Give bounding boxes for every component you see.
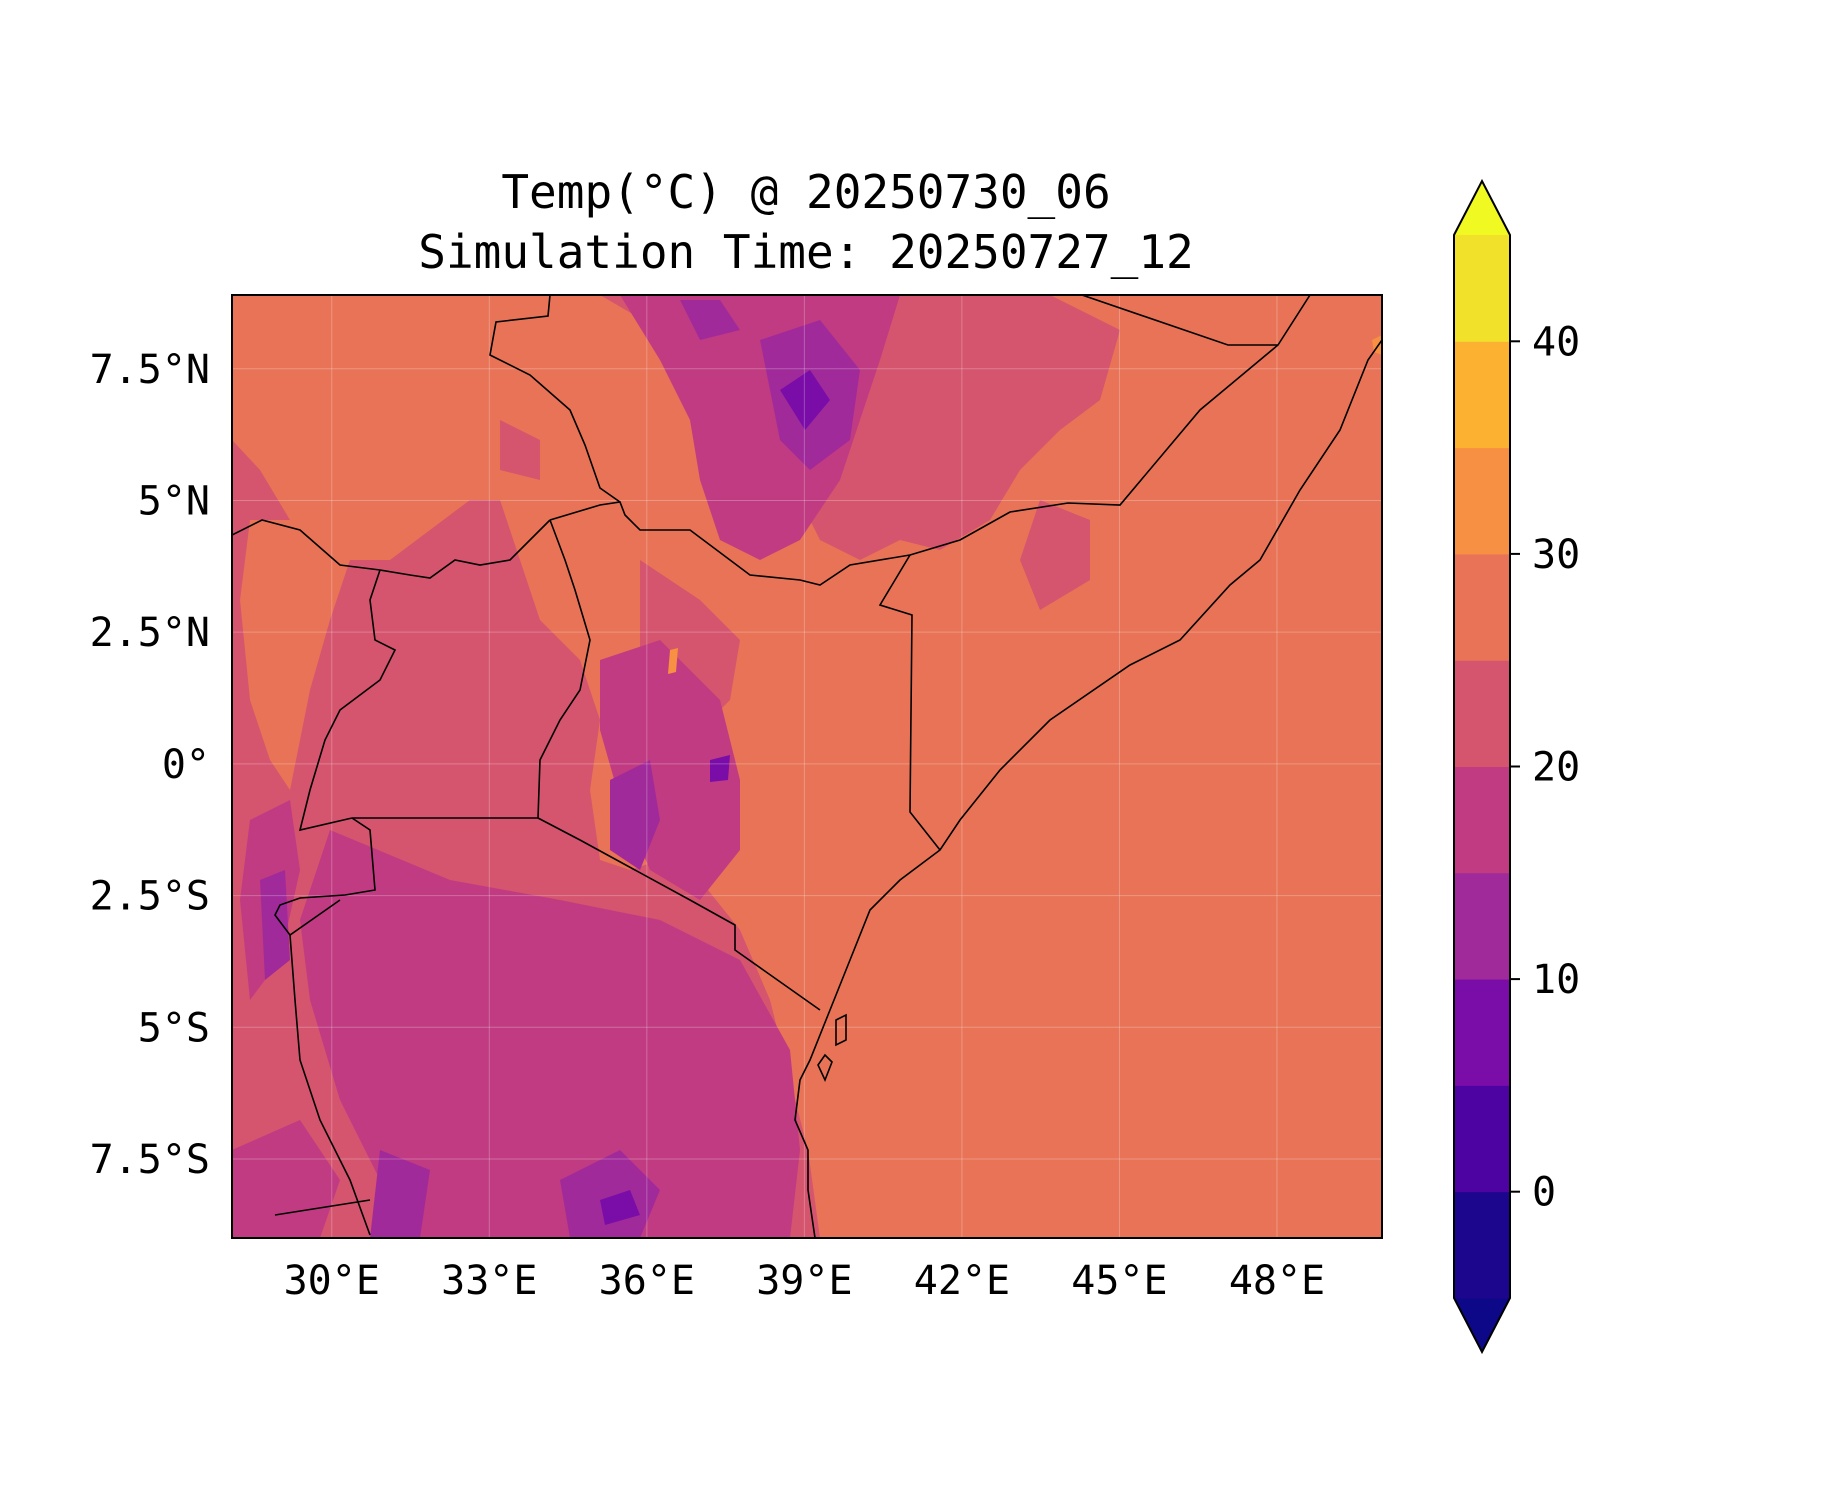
title-line-2: Simulation Time: 20250727_12 [418, 225, 1193, 279]
border-zambia [274, 1199, 371, 1216]
map-gridlines [232, 295, 1382, 1238]
border-rwanda-burundi [274, 817, 376, 937]
x-tick-label: 42°E [914, 1258, 1010, 1304]
coastlines-and-borders [232, 295, 1382, 1238]
colorbar-extend-min [1454, 1298, 1510, 1352]
colorbar-tick-label: 20 [1532, 745, 1580, 791]
y-tick-label: 5°S [138, 1005, 210, 1051]
x-tick-label: 39°E [756, 1258, 852, 1304]
y-tick-label: 7.5°S [90, 1137, 210, 1183]
colorbar-segment [1454, 766, 1510, 874]
x-tick-label: 48°E [1229, 1258, 1325, 1304]
border-ethiopia-djibouti [1081, 295, 1278, 346]
island-pemba [835, 1013, 847, 1047]
colorbar-outline [1453, 178, 1511, 1355]
y-tick-label: 5°N [138, 478, 210, 524]
x-tick-label: 33°E [441, 1258, 537, 1304]
x-tick-label: 45°E [1071, 1258, 1167, 1304]
colorbar-segment [1454, 872, 1510, 980]
colorbar-extend-max [1454, 181, 1510, 235]
y-tick-label: 7.5°N [90, 347, 210, 393]
temperature-map [232, 295, 1382, 1238]
border-tanzania-drc [289, 934, 371, 1236]
y-axis-ticks: 7.5°N 5°N 2.5°N 0° 2.5°S 5°S 7.5°S [90, 347, 210, 1183]
border-uganda-sudan-drc [232, 519, 551, 579]
border-kenya-ethiopia [549, 501, 911, 586]
x-tick-label: 30°E [284, 1258, 380, 1304]
y-tick-label: 2.5°N [90, 610, 210, 656]
colorbar-segment [1454, 447, 1510, 555]
map-frame [231, 294, 1383, 1239]
border-kenya-somalia [878, 554, 941, 851]
coastline-east-africa [794, 339, 1382, 1238]
colorbar-segment [1454, 1191, 1510, 1299]
border-somalia-ethiopia [909, 295, 1311, 556]
contour-band-5-10 [600, 370, 830, 1225]
colorbar-tick-label: 10 [1532, 957, 1580, 1003]
x-axis-ticks: 30°E 33°E 36°E 39°E 42°E 45°E 48°E [284, 1258, 1326, 1304]
colorbar-segment [1454, 660, 1510, 767]
title-line-1: Temp(°C) @ 20250730_06 [501, 165, 1110, 219]
y-tick-label: 2.5°S [90, 874, 210, 920]
colorbar: 0 10 20 30 40 [1453, 178, 1580, 1355]
contour-band-10-15 [260, 300, 860, 1238]
border-kenya-tanzania [537, 817, 821, 1011]
colorbar-tick-label: 0 [1532, 1170, 1556, 1216]
colorbar-segment [1454, 979, 1510, 1086]
border-drc-uganda [298, 569, 397, 832]
colorbar-tick-label: 40 [1532, 319, 1580, 365]
border-kenya-uganda [537, 519, 591, 819]
colorbar-segment [1454, 341, 1510, 449]
island-zanzibar [817, 1053, 833, 1083]
colorbar-segment [1454, 235, 1510, 342]
colorbar-segment [1454, 553, 1510, 661]
x-tick-label: 36°E [599, 1258, 695, 1304]
colorbar-segment [1454, 1085, 1510, 1193]
border-south-sudan-ethiopia [489, 295, 621, 503]
y-tick-label: 0° [162, 742, 210, 788]
colorbar-tick-label: 30 [1532, 532, 1580, 578]
